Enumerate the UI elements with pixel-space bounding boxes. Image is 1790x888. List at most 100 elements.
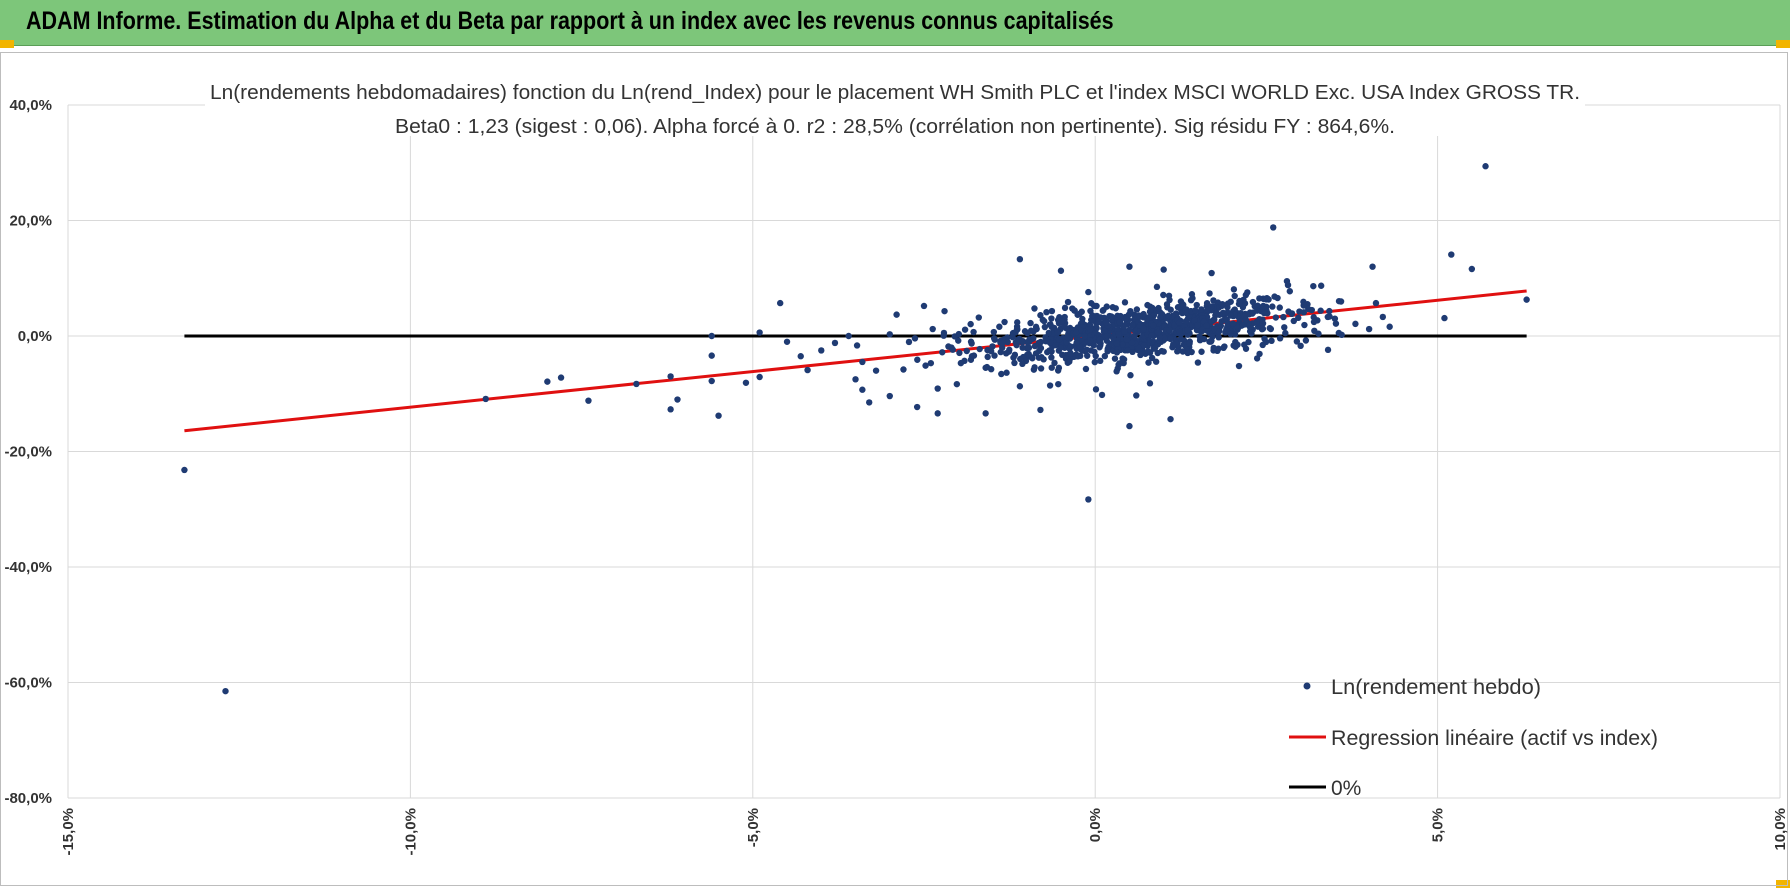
scatter-point: [953, 380, 961, 388]
scatter-point: [1280, 313, 1287, 321]
scatter-point: [1379, 313, 1387, 321]
scatter-point: [1131, 332, 1138, 340]
scatter-point: [1249, 298, 1257, 306]
scatter-point: [872, 367, 880, 374]
scatter-point: [1167, 415, 1174, 423]
scatter-point: [1295, 314, 1302, 322]
scatter-point: [1104, 345, 1111, 353]
scatter-point: [1293, 338, 1301, 345]
scatter-point: [976, 345, 983, 353]
legend-label-points: Ln(rendement hebdo): [1331, 676, 1541, 699]
scatter-point: [1308, 306, 1315, 314]
scatter-point: [1386, 323, 1393, 330]
series-points: [181, 163, 1530, 695]
regression-line: [184, 289, 1527, 433]
scatter-point: [1332, 320, 1340, 327]
scatter-point: [1160, 291, 1167, 299]
scatter-point: [1032, 323, 1040, 331]
scatter-point: [715, 412, 722, 419]
scatter-point: [984, 353, 991, 361]
scatter-point: [1127, 372, 1134, 379]
scatter-point: [1123, 336, 1131, 343]
scatter-point: [1254, 302, 1261, 309]
scatter-point: [900, 366, 907, 373]
scatter-point: [1098, 391, 1106, 399]
scatter-point: [1523, 296, 1530, 303]
corner-mark-right: [1776, 40, 1790, 48]
scatter-point: [1025, 350, 1032, 358]
scatter-point: [1235, 362, 1243, 370]
scatter-point: [1090, 302, 1098, 310]
scatter-point: [1029, 355, 1036, 362]
scatter-point: [1148, 354, 1156, 362]
scatter-point: [1116, 319, 1124, 326]
scatter-point: [1236, 297, 1243, 305]
scatter-point: [1039, 316, 1046, 324]
scatter-point: [853, 342, 861, 349]
scatter-point: [1315, 330, 1322, 337]
scatter-point: [1054, 367, 1062, 374]
scatter-point: [1111, 355, 1119, 362]
scatter-point: [674, 396, 681, 403]
scatter-point: [1063, 333, 1071, 341]
scatter-point: [1086, 337, 1094, 344]
scatter-point: [1302, 337, 1310, 344]
scatter-point: [929, 325, 936, 333]
scatter-point: [1097, 357, 1104, 365]
scatter-point: [1045, 329, 1052, 337]
scatter-point: [1192, 307, 1199, 314]
scatter-point: [956, 349, 963, 357]
scatter-point: [987, 366, 995, 373]
scatter-point: [1301, 321, 1308, 329]
scatter-point: [1127, 307, 1134, 315]
scatter-point: [1067, 350, 1074, 357]
scatter-point: [1247, 329, 1255, 336]
scatter-point: [1108, 313, 1115, 320]
scatter-point: [1253, 318, 1260, 326]
scatter-point: [1259, 341, 1266, 349]
scatter-point: [776, 299, 784, 307]
scatter-point: [1140, 325, 1147, 333]
scatter-point: [1326, 313, 1333, 320]
title-background: [205, 73, 1585, 136]
scatter-point: [1012, 329, 1019, 336]
x-tick-label: 10,0%: [1772, 808, 1789, 851]
scatter-point: [1231, 292, 1238, 300]
scatter-point: [1128, 339, 1136, 347]
scatter-point: [1193, 301, 1200, 309]
scatter-point: [1167, 335, 1174, 343]
scatter-point: [633, 380, 640, 388]
y-tick-label: -60,0%: [4, 675, 52, 692]
scatter-point: [1048, 315, 1055, 322]
scatter-point: [1027, 319, 1034, 327]
scatter-point: [708, 377, 715, 385]
scatter-point: [1014, 319, 1021, 326]
scatter-point: [1133, 392, 1140, 399]
scatter-point: [1204, 306, 1211, 314]
scatter-point: [1067, 343, 1074, 350]
scatter-point: [1239, 321, 1247, 329]
scatter-point: [957, 359, 965, 367]
scatter-point: [1052, 342, 1059, 349]
scatter-point: [1054, 316, 1062, 324]
scatter-point: [1037, 406, 1044, 414]
scatter-point: [1151, 344, 1159, 351]
legend-label-regression: Regression linéaire (actif vs index): [1331, 727, 1658, 750]
scatter-point: [1256, 295, 1263, 302]
scatter-point: [914, 356, 921, 363]
scatter-point: [1149, 322, 1157, 329]
scatter-point: [1184, 349, 1191, 357]
scatter-point: [1276, 335, 1284, 342]
scatter-point: [1232, 343, 1239, 350]
scatter-point: [1161, 334, 1169, 342]
scatter-point: [1004, 338, 1011, 346]
scatter-point: [911, 335, 919, 342]
scatter-point: [1369, 263, 1376, 270]
scatter-point: [1193, 326, 1201, 334]
x-axis-ticks: -15,0% -10,0% -5,0% 0,0% 5,0% 10,0%: [60, 808, 1789, 856]
scatter-point: [1223, 327, 1230, 334]
scatter-point: [1005, 348, 1013, 355]
scatter-point: [804, 366, 811, 374]
scatter-point: [1113, 368, 1120, 375]
